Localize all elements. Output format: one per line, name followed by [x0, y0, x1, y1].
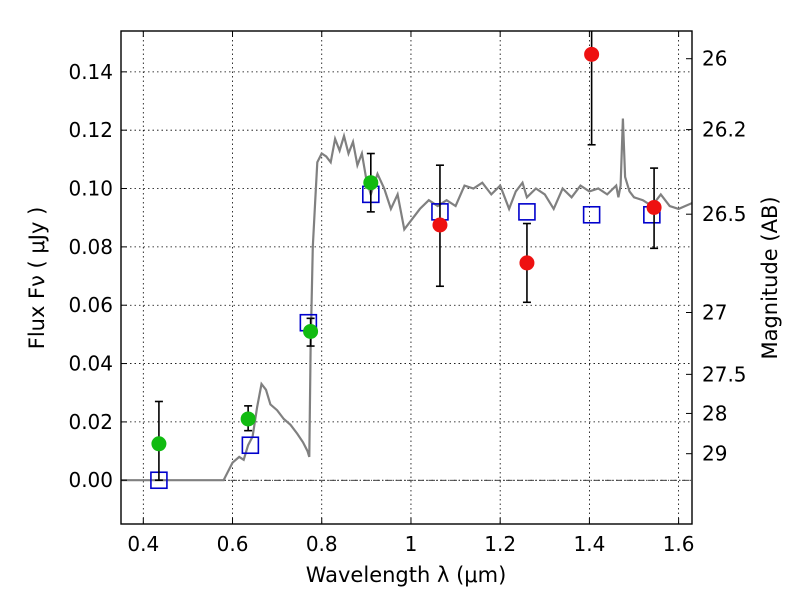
- magnitude-tick-label: 27: [702, 301, 727, 325]
- magnitude-tick-label: 27.5: [702, 362, 747, 386]
- magnitude-tick-label: 26.2: [702, 118, 747, 142]
- observed-point-green: [363, 175, 379, 191]
- y-tick-label: 0.08: [68, 235, 113, 259]
- y-tick-label: 0.02: [68, 410, 113, 434]
- x-tick-label: 0.8: [306, 532, 338, 556]
- y-tick-label: 0.04: [68, 352, 113, 376]
- axes: 0.4 0.6 0.8 1 1.2 1.4 1.6 0.00 0.02 0.04 0.06 0.08 0…: [68, 31, 747, 556]
- model-photometry-square: [518, 203, 536, 221]
- x-tick-label: 1: [405, 532, 418, 556]
- magnitude-tick-label: 26: [702, 47, 727, 71]
- magnitude-tick-label: 29: [702, 442, 727, 466]
- observed-point-green: [240, 411, 256, 427]
- x-axis-label: Wavelength λ (μm): [306, 563, 507, 587]
- x-tick-label: 0.4: [127, 532, 159, 556]
- model-sed-line: [121, 118, 692, 482]
- plot-frame: [120, 30, 693, 525]
- observed-point-red: [432, 217, 448, 233]
- observed-point-red: [519, 255, 535, 271]
- y-tick-label: 0.10: [68, 177, 113, 201]
- observed-point-green: [151, 436, 167, 452]
- magnitude-tick-label: 26.5: [702, 202, 747, 226]
- observed-point-red: [646, 199, 662, 215]
- magnitude-tick-label: 28: [702, 401, 727, 425]
- x-tick-label: 1.2: [484, 532, 516, 556]
- y-tick-label: 0.00: [68, 468, 113, 492]
- x-tick-label: 0.6: [217, 532, 249, 556]
- observed-point-red: [584, 46, 600, 62]
- plot-area: [121, 31, 692, 490]
- y-axis-label: Flux Fν ( μJy ): [25, 207, 49, 350]
- observed-point-green: [303, 323, 319, 339]
- grid: [121, 31, 692, 524]
- x-tick-label: 1.4: [573, 532, 605, 556]
- model-photometry-square: [582, 205, 601, 224]
- x-tick-label: 1.6: [663, 532, 695, 556]
- y-tick-label: 0.12: [68, 118, 113, 142]
- model-photometry-square: [241, 436, 260, 455]
- right-y-axis-label: Magnitude (AB): [758, 196, 782, 359]
- y-tick-label: 0.14: [68, 60, 113, 84]
- y-tick-label: 0.06: [68, 293, 113, 317]
